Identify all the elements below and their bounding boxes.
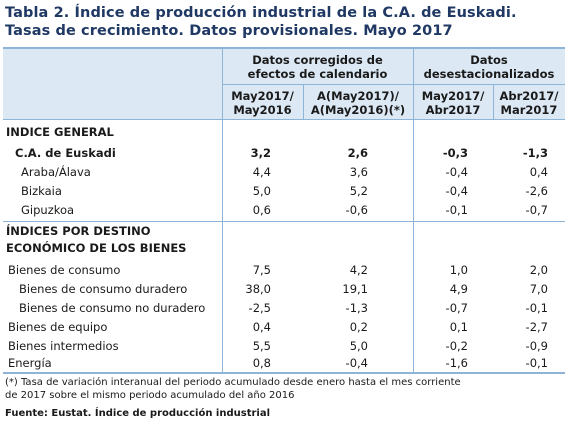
- column-header-line: A(May2016)(*): [310, 103, 406, 117]
- table-row: Bienes de consumo 7,5 4,2 1,0 2,0: [3, 261, 565, 280]
- title-line-2: Tasas de crecimiento. Datos provisionale…: [5, 23, 453, 39]
- table-row: Bienes intermedios 5,5 5,0 -0,2 -0,9: [3, 337, 565, 356]
- cell-value: -1,6: [445, 356, 468, 370]
- source-note: Fuente: Eustat. Índice de producción ind…: [5, 408, 271, 419]
- cell-value: -0,3: [442, 146, 468, 160]
- row-label: Araba/Álava: [21, 165, 91, 179]
- group-header-line: efectos de calendario: [247, 67, 388, 81]
- group-header-calendar: Datos corregidos de efectos de calendari…: [222, 53, 413, 81]
- column-header-1: May2017/ May2016: [222, 89, 303, 117]
- cell-value: 0,1: [449, 320, 468, 334]
- header-divider: [222, 84, 565, 85]
- cell-value: -0,6: [345, 203, 368, 217]
- cell-value: 0,4: [252, 320, 271, 334]
- column-header-line: Mar2017: [500, 103, 558, 117]
- cell-value: 19,1: [342, 282, 368, 296]
- column-header-line: May2016: [233, 103, 292, 117]
- col-separator: [413, 49, 414, 372]
- row-label: C.A. de Euskadi: [15, 146, 116, 160]
- cell-value: 5,0: [252, 184, 271, 198]
- cell-value: 4,9: [449, 282, 468, 296]
- cell-value: -1,3: [522, 146, 548, 160]
- group-header-line: Datos: [470, 53, 508, 67]
- footnote: (*) Tasa de variación interanual del per…: [5, 376, 461, 402]
- column-header-line: Abr2017: [425, 103, 481, 117]
- cell-value: 0,8: [252, 356, 271, 370]
- cell-value: 2,0: [529, 263, 548, 277]
- column-header-line: May2017/: [421, 89, 485, 103]
- cell-value: 4,4: [252, 165, 271, 179]
- section-divider: [3, 221, 565, 222]
- section-heading-destino: ÍNDICES POR DESTINO ECONÓMICO DE LOS BIE…: [6, 223, 186, 257]
- cell-value: 3,6: [349, 165, 368, 179]
- cell-value: -1,3: [345, 301, 368, 315]
- cell-value: 38,0: [245, 282, 271, 296]
- cell-value: -0,2: [445, 339, 468, 353]
- subcol-separator: [303, 84, 304, 119]
- column-header-line: May2017/: [231, 89, 294, 103]
- cell-value: 7,5: [252, 263, 271, 277]
- table-row: Bizkaia 5,0 5,2 -0,4 -2,6: [3, 182, 565, 201]
- cell-value: 2,6: [347, 146, 368, 160]
- row-label: Bienes de consumo no duradero: [19, 301, 206, 315]
- cell-value: 5,2: [349, 184, 368, 198]
- footnote-line: (*) Tasa de variación interanual del per…: [5, 377, 461, 388]
- row-label: Energía: [8, 356, 52, 370]
- cell-value: 1,0: [449, 263, 468, 277]
- table-row: Gipuzkoa 0,6 -0,6 -0,1 -0,7: [3, 201, 565, 220]
- column-header-line: A(May2017)/: [317, 89, 399, 103]
- group-header-line: Datos corregidos de: [252, 53, 383, 67]
- table-row: Araba/Álava 4,4 3,6 -0,4 0,4: [3, 163, 565, 182]
- section-heading-general: INDICE GENERAL: [6, 125, 114, 139]
- subcol-separator: [493, 84, 494, 119]
- title-line-1: Tabla 2. Índice de producción industrial…: [5, 5, 517, 21]
- row-label: Bienes de consumo duradero: [19, 282, 188, 296]
- cell-value: 5,0: [349, 339, 368, 353]
- table-row: Energía 0,8 -0,4 -1,6 -0,1: [3, 354, 565, 373]
- footnote-line: de 2017 sobre el mismo periodo acumulado…: [5, 390, 295, 401]
- table-row: Bienes de equipo 0,4 0,2 0,1 -2,7: [3, 318, 565, 337]
- table-row: C.A. de Euskadi 3,2 2,6 -0,3 -1,3: [3, 144, 565, 163]
- cell-value: 0,6: [252, 203, 271, 217]
- section-heading-line: ÍNDICES POR DESTINO: [6, 224, 151, 238]
- cell-value: 7,0: [529, 282, 548, 296]
- cell-value: -0,4: [445, 165, 468, 179]
- cell-value: 0,4: [529, 165, 548, 179]
- cell-value: 4,2: [349, 263, 368, 277]
- cell-value: -0,1: [445, 203, 468, 217]
- cell-value: -2,6: [525, 184, 548, 198]
- cell-value: -0,7: [525, 203, 548, 217]
- column-header-line: Abr2017/: [499, 89, 559, 103]
- cell-value: 0,2: [349, 320, 368, 334]
- cell-value: -0,4: [345, 356, 368, 370]
- cell-value: -0,1: [525, 301, 548, 315]
- column-header-2: A(May2017)/ A(May2016)(*): [303, 89, 413, 117]
- table-row: Bienes de consumo no duradero -2,5 -1,3 …: [3, 299, 565, 318]
- col-separator: [222, 49, 223, 372]
- group-header-line: desestacionalizados: [423, 67, 555, 81]
- group-header-deseasonal: Datos desestacionalizados: [413, 53, 565, 81]
- data-table: Datos corregidos de efectos de calendari…: [3, 47, 565, 374]
- cell-value: -2,7: [525, 320, 548, 334]
- column-header-3: May2017/ Abr2017: [413, 89, 493, 117]
- column-header-4: Abr2017/ Mar2017: [493, 89, 565, 117]
- table-title: Tabla 2. Índice de producción industrial…: [5, 4, 565, 40]
- cell-value: -2,5: [248, 301, 271, 315]
- cell-value: -0,9: [525, 339, 548, 353]
- cell-value: 5,5: [252, 339, 271, 353]
- cell-value: -0,1: [525, 356, 548, 370]
- row-label: Bienes de consumo: [8, 263, 121, 277]
- row-label: Bizkaia: [21, 184, 62, 198]
- cell-value: 3,2: [250, 146, 271, 160]
- header-bottom-line: [3, 119, 565, 120]
- cell-value: -0,7: [445, 301, 468, 315]
- row-label: Bienes intermedios: [8, 339, 119, 353]
- row-label: Bienes de equipo: [8, 320, 108, 334]
- section-heading-line: ECONÓMICO DE LOS BIENES: [6, 241, 187, 255]
- table-row: Bienes de consumo duradero 38,0 19,1 4,9…: [3, 280, 565, 299]
- row-label: Gipuzkoa: [21, 203, 75, 217]
- cell-value: -0,4: [445, 184, 468, 198]
